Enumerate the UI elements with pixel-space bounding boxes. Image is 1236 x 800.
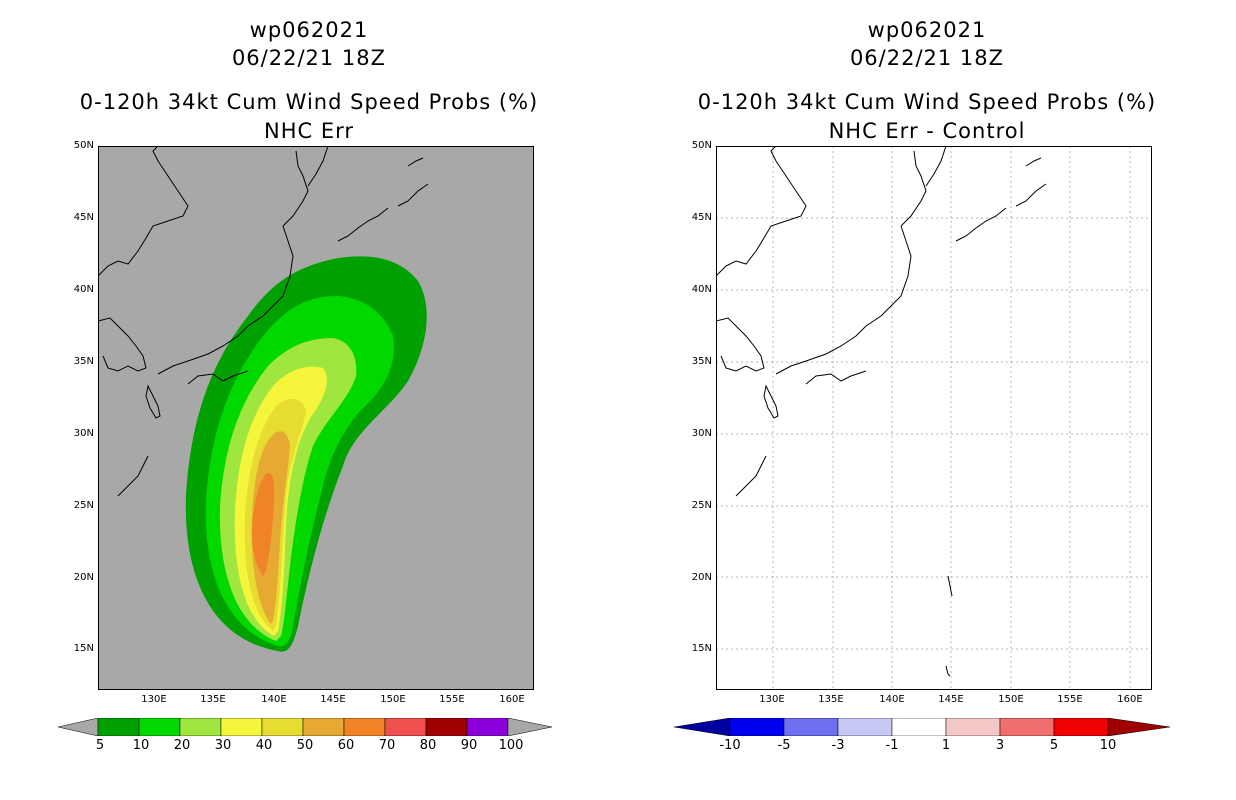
lon-label: 150E (380, 694, 406, 705)
lat-label: 45N (73, 212, 94, 223)
lon-label: 160E (499, 694, 525, 705)
colorbar (58, 718, 553, 736)
right-panel: wp062021 06/22/21 18Z 0-120h 34kt Cum Wi… (618, 0, 1236, 800)
left-panel: wp062021 06/22/21 18Z 0-120h 34kt Cum Wi… (58, 18, 553, 753)
difference-map (716, 146, 1152, 690)
probability-map (98, 146, 534, 690)
lon-label: 145E (938, 694, 964, 705)
colorbar-label: 40 (255, 738, 273, 753)
lat-label: 25N (691, 500, 712, 511)
lat-label: 15N (691, 643, 712, 654)
storm-id-title: wp062021 (867, 18, 987, 42)
colorbar-label: 10 (1099, 738, 1117, 753)
gridlines (716, 146, 1152, 690)
lat-label: 40N (73, 284, 94, 295)
lon-label: 135E (818, 694, 844, 705)
lat-label: 35N (691, 356, 712, 367)
colorbar-label: 70 (378, 738, 396, 753)
lon-label: 160E (1117, 694, 1143, 705)
subtitle: NHC Err (263, 119, 354, 143)
lat-label: 50N (691, 140, 712, 151)
colorbar-label: -1 (885, 738, 899, 753)
colorbar-label: -5 (777, 738, 791, 753)
lat-label: 45N (691, 212, 712, 223)
colorbar-label: 50 (296, 738, 314, 753)
colorbar-label: 5 (1049, 738, 1059, 753)
date-title: 06/22/21 18Z (849, 46, 1005, 70)
colorbar-label: 3 (995, 738, 1005, 753)
lat-label: 50N (73, 140, 94, 151)
lat-label: 20N (691, 572, 712, 583)
lon-label: 155E (439, 694, 465, 705)
lat-label: 30N (73, 428, 94, 439)
colorbar-label: -10 (719, 738, 741, 753)
lon-label: 150E (998, 694, 1024, 705)
lon-label: 145E (320, 694, 346, 705)
subtitle: NHC Err - Control (828, 119, 1026, 143)
coastlines (98, 146, 429, 497)
map-background (716, 146, 1152, 690)
lat-label: 30N (691, 428, 712, 439)
colorbar-label: 90 (460, 738, 478, 753)
colorbar (674, 718, 1171, 736)
lon-label: 135E (200, 694, 226, 705)
lon-label: 140E (261, 694, 287, 705)
lat-label: 40N (691, 284, 712, 295)
lat-label: 15N (73, 643, 94, 654)
product-title: 0-120h 34kt Cum Wind Speed Probs (%) (79, 90, 539, 114)
colorbar-label: 20 (173, 738, 191, 753)
colorbar-label: 30 (214, 738, 232, 753)
map-border (98, 146, 534, 690)
lat-label: 20N (73, 572, 94, 583)
product-title: 0-120h 34kt Cum Wind Speed Probs (%) (697, 90, 1157, 114)
colorbar-label: 100 (498, 738, 524, 753)
lon-label: 130E (141, 694, 167, 705)
colorbar-label: -3 (831, 738, 845, 753)
lat-label: 25N (73, 500, 94, 511)
colorbar-label: 10 (132, 738, 150, 753)
map-border (716, 146, 1152, 690)
lat-label: 35N (73, 356, 94, 367)
lon-label: 140E (879, 694, 905, 705)
storm-id-title: wp062021 (249, 18, 369, 42)
contour-60 (251, 473, 275, 576)
colorbar-label: 80 (419, 738, 437, 753)
colorbar-label: 1 (941, 738, 951, 753)
date-title: 06/22/21 18Z (231, 46, 387, 70)
colorbar-label: 60 (337, 738, 355, 753)
lon-label: 130E (759, 694, 785, 705)
coastlines (716, 146, 1047, 677)
lon-label: 155E (1057, 694, 1083, 705)
colorbar-label: 5 (95, 738, 105, 753)
